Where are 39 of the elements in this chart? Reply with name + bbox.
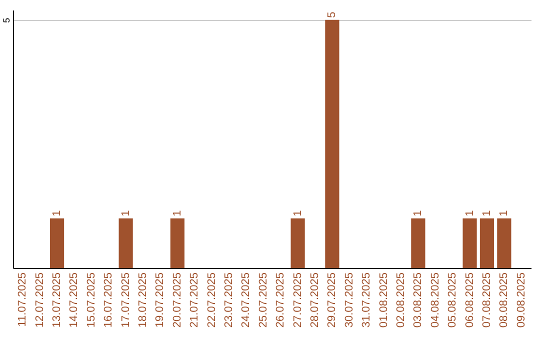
x-tick-label: 09.08.2025	[515, 272, 528, 328]
data-label: 1	[480, 210, 493, 216]
x-tick-label: 08.08.2025	[498, 272, 510, 328]
x-tick-label: 25.07.2025	[257, 272, 270, 328]
x-tick-label: 29.07.2025	[326, 272, 338, 328]
x-tick-label: 11.07.2025	[16, 272, 29, 327]
data-label: 5	[326, 12, 338, 18]
data-label: 1	[120, 210, 132, 216]
x-tick-label: 02.08.2025	[394, 272, 407, 328]
data-label: 1	[292, 210, 304, 216]
x-tick-label: 27.07.2025	[292, 272, 304, 328]
x-tick-label: 03.08.2025	[412, 272, 424, 328]
x-tick-label: 13.07.2025	[51, 272, 64, 328]
data-label: 1	[412, 210, 424, 216]
x-tick-label: 14.07.2025	[68, 272, 80, 328]
x-tick-label: 24.07.2025	[240, 272, 252, 328]
x-tick-label: 18.07.2025	[137, 272, 150, 328]
x-tick-label: 12.07.2025	[34, 272, 46, 328]
x-tick-label: 15.07.2025	[85, 272, 98, 328]
x-tick-label: 31.07.2025	[360, 272, 373, 328]
x-tick-label: 07.08.2025	[480, 272, 493, 328]
x-tick-label: 30.07.2025	[343, 272, 356, 328]
data-label: 1	[51, 210, 64, 216]
x-tick-label: 28.07.2025	[308, 272, 321, 328]
x-tick-label: 06.08.2025	[464, 272, 476, 328]
x-tick-label: 04.08.2025	[429, 272, 442, 328]
data-label: 1	[171, 210, 184, 216]
x-tick-label: 26.07.2025	[274, 272, 287, 328]
x-tick-label: 16.07.2025	[102, 272, 115, 328]
data-label: 1	[498, 210, 510, 216]
x-tick-label: 19.07.2025	[154, 272, 166, 328]
x-tick-label: 01.08.2025	[378, 272, 390, 328]
data-label: 1	[464, 210, 476, 216]
x-tick-label: 05.08.2025	[446, 272, 459, 328]
x-tick-label: 22.07.2025	[206, 272, 218, 328]
x-tick-label: 21.07.2025	[188, 272, 201, 328]
x-tick-label: 17.07.2025	[120, 272, 132, 328]
x-tick-label: 23.07.2025	[223, 272, 236, 328]
x-tick-label: 20.07.2025	[171, 272, 184, 328]
